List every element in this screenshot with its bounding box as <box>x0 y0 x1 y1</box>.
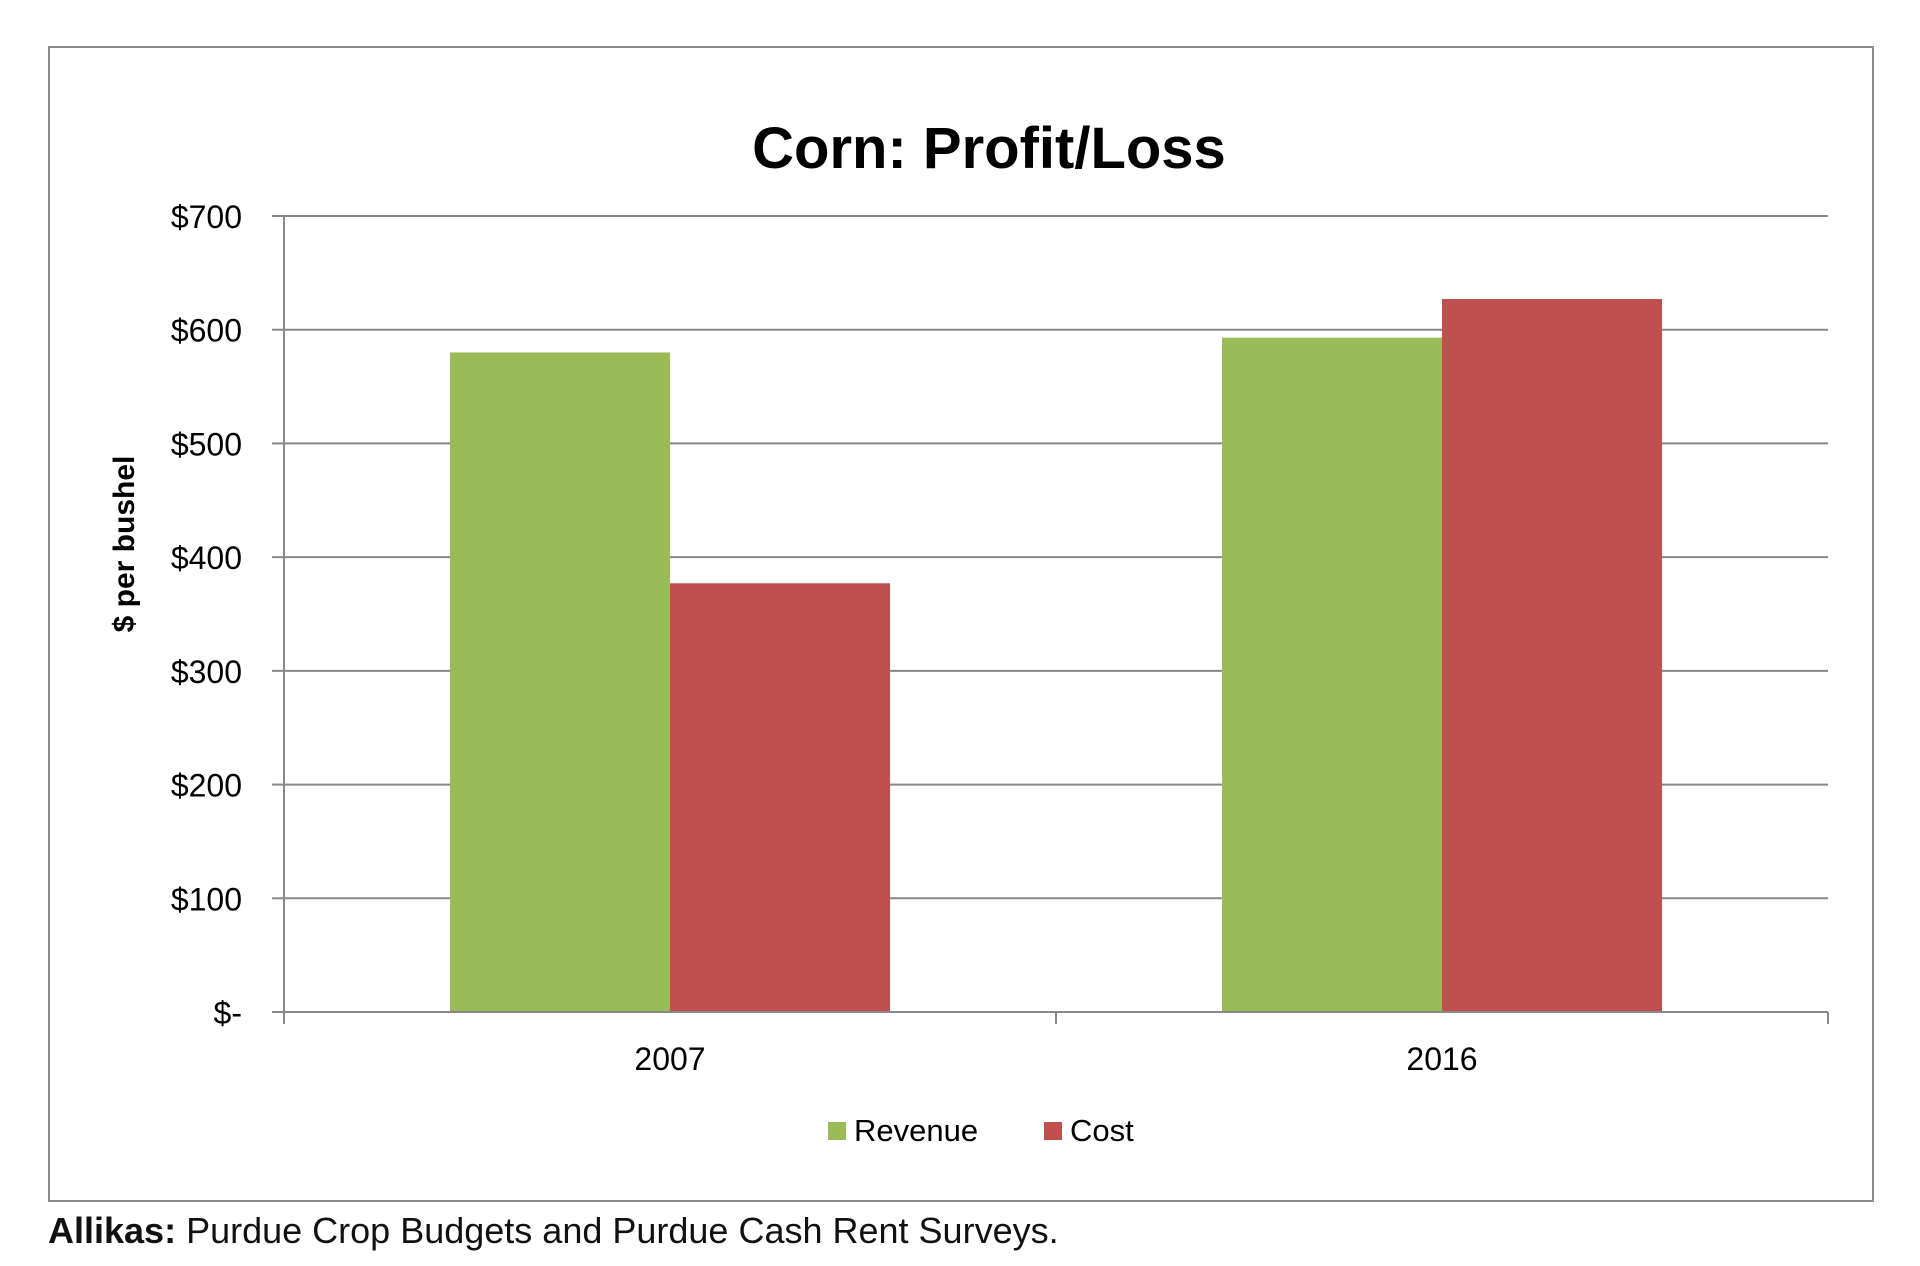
y-tick-label: $700 <box>171 199 242 235</box>
y-tick-label: $600 <box>171 313 242 349</box>
chart-title: Corn: Profit/Loss <box>752 116 1226 181</box>
bar-cost-2007 <box>670 583 891 1012</box>
y-axis-label: $ per bushel <box>108 456 141 633</box>
source-separator: : <box>164 1210 177 1251</box>
y-tick-label: $500 <box>171 426 242 462</box>
legend-swatch-cost <box>1044 1122 1062 1140</box>
x-tick-label: 2007 <box>634 1041 705 1077</box>
legend-label-revenue: Revenue <box>854 1113 978 1148</box>
source-caption: Allikas: Purdue Crop Budgets and Purdue … <box>48 1210 1059 1252</box>
y-tick-label: $100 <box>171 881 242 917</box>
bar-revenue-2016 <box>1221 337 1442 1012</box>
legend-label-cost: Cost <box>1070 1113 1134 1148</box>
y-tick-label: $300 <box>171 654 242 690</box>
y-tick-label: $- <box>214 995 242 1031</box>
y-tick-label: $400 <box>171 540 242 576</box>
x-tick-label: 2016 <box>1406 1041 1477 1077</box>
chart-frame: Corn: Profit/Loss $- $100 $200 $300 $400 $500 $… <box>48 46 1874 1202</box>
legend-swatch-revenue <box>828 1122 846 1140</box>
bar-cost-2016 <box>1442 299 1663 1012</box>
y-tick-label: $200 <box>171 768 242 804</box>
bar-chart: Corn: Profit/Loss $- $100 $200 $300 $400 $500 $… <box>108 116 1829 1148</box>
source-label: Allikas <box>48 1210 165 1251</box>
source-text: Purdue Crop Budgets and Purdue Cash Rent… <box>176 1210 1059 1251</box>
bar-revenue-2007 <box>449 352 670 1012</box>
